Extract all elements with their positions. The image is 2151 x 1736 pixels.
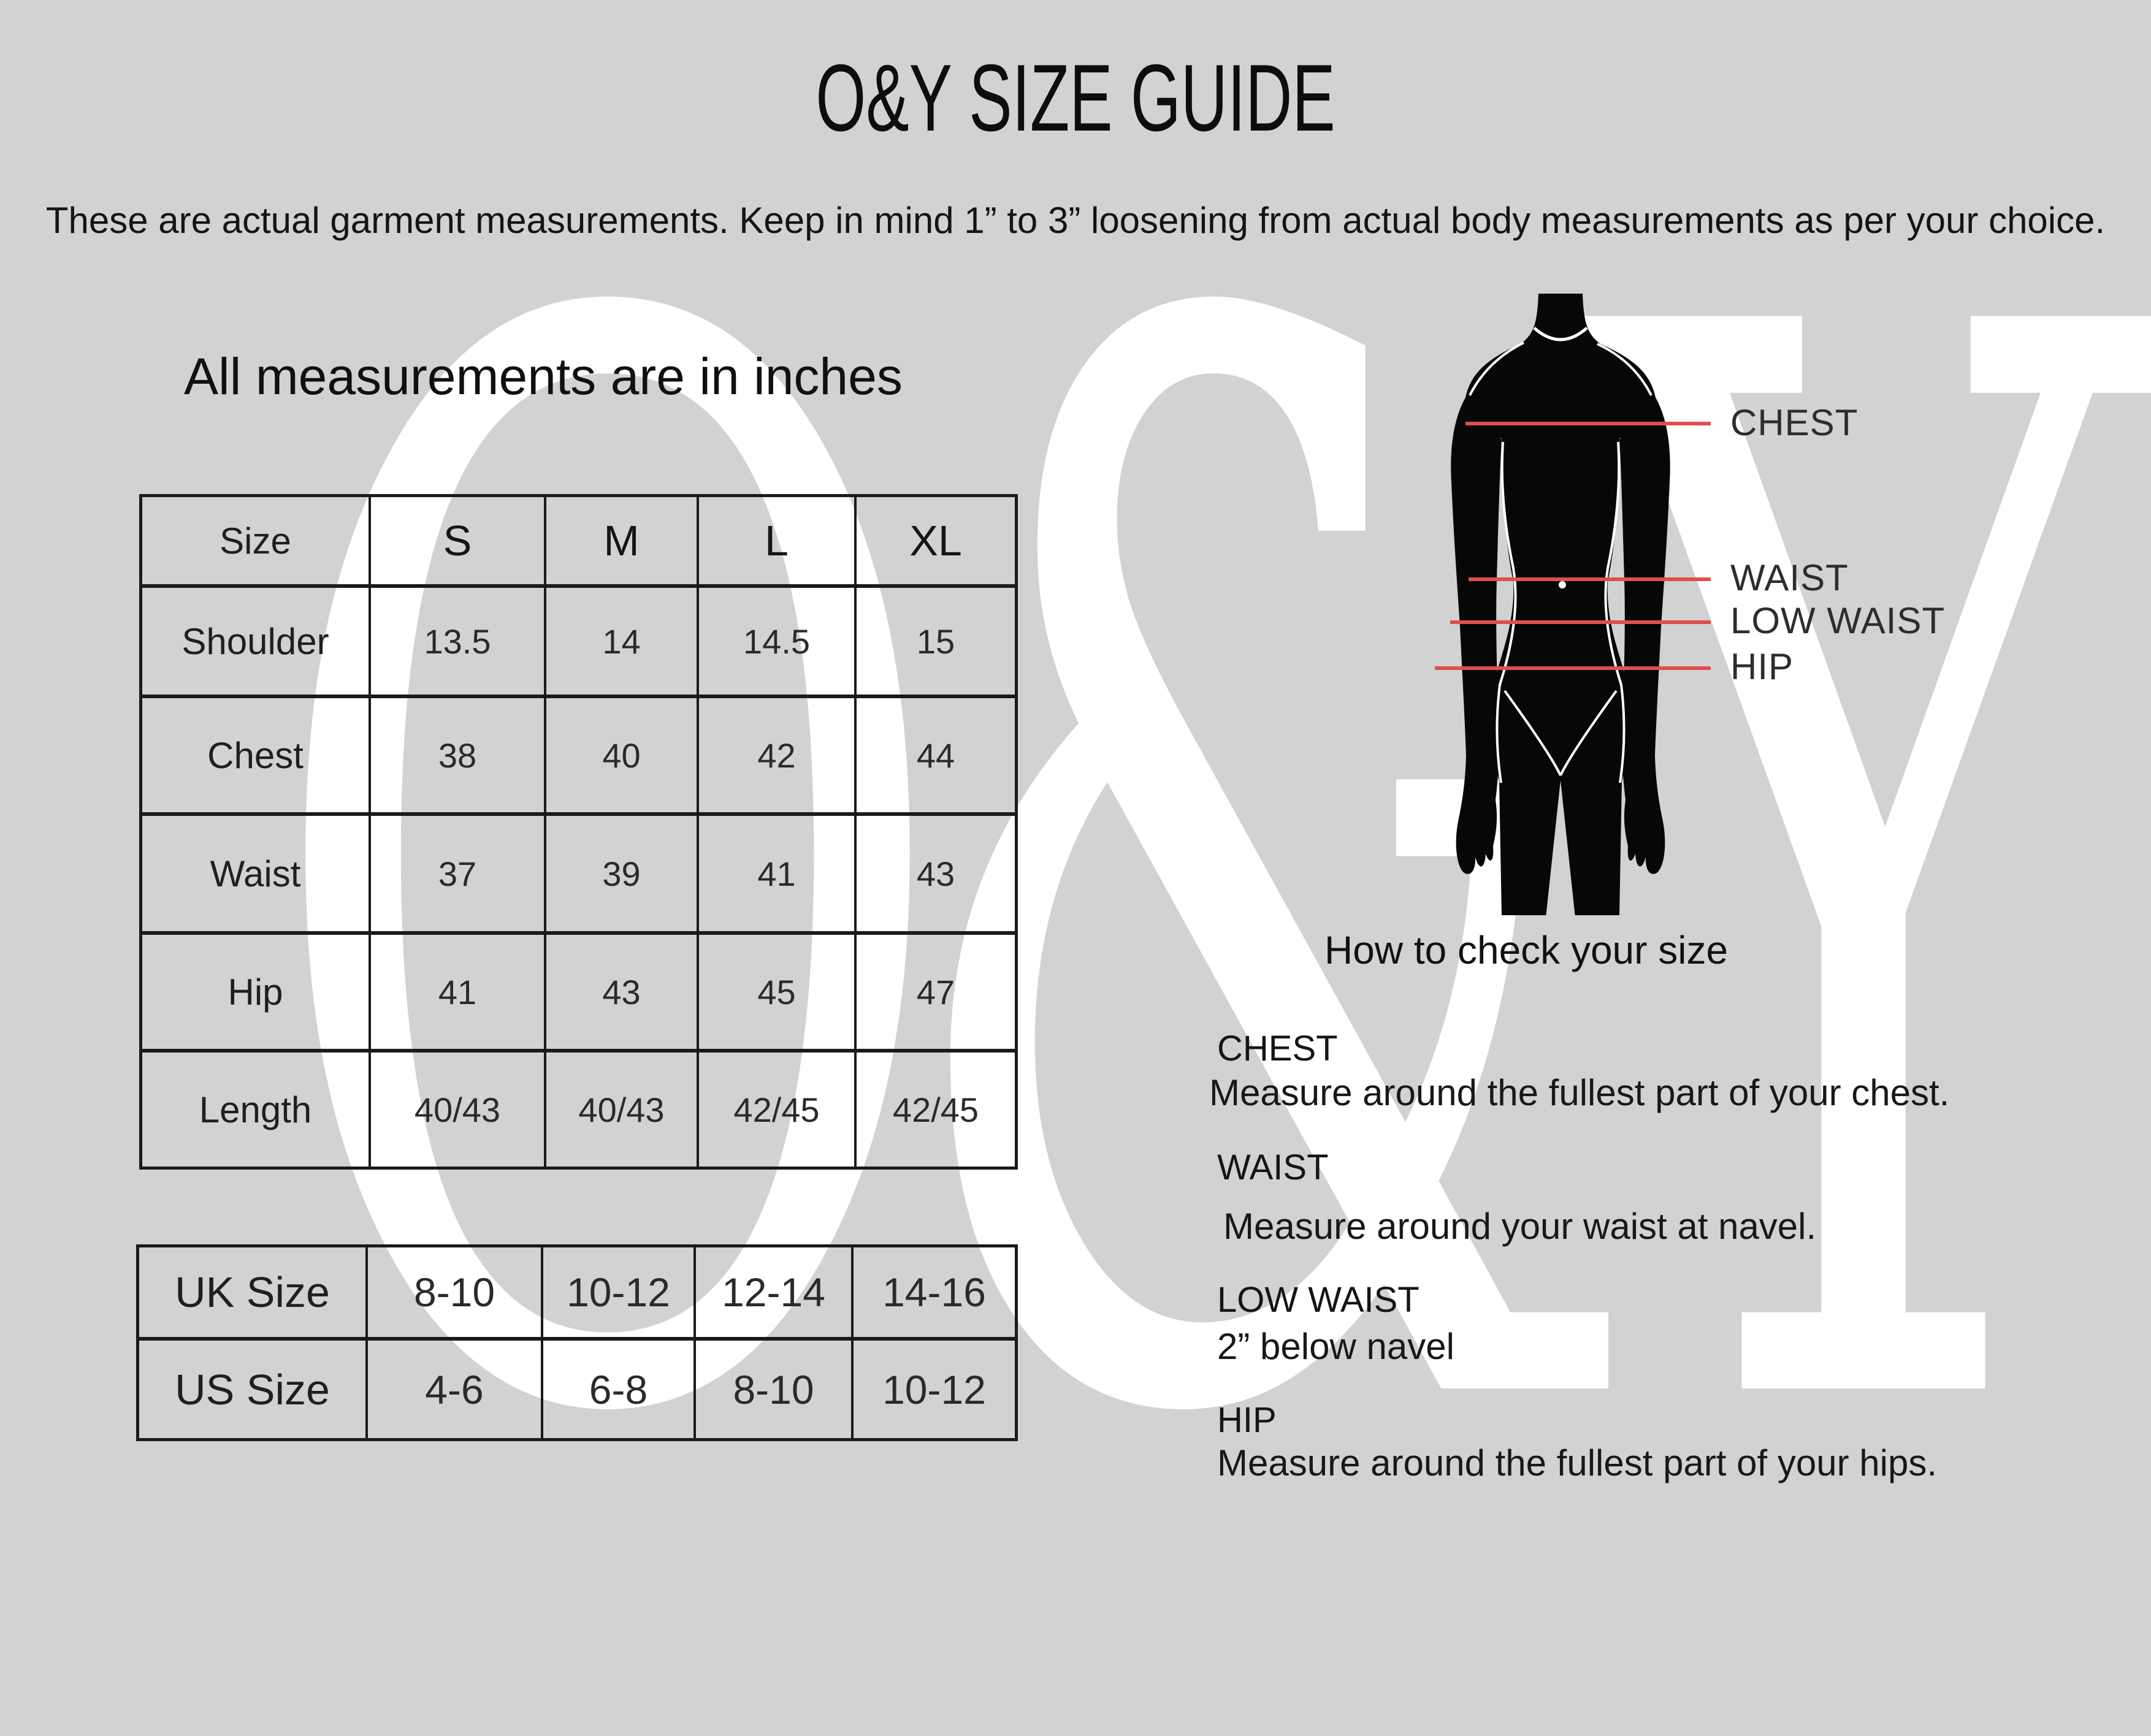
size-table-cell: 13.5 [371, 588, 546, 698]
conversion-cell: 10-12 [543, 1247, 696, 1341]
howto-waist-heading: WAIST [1217, 1148, 1329, 1187]
size-table-header-cell: S [371, 497, 546, 588]
brand-watermark: O&Y [258, 23, 2144, 1736]
figure-left-arm [1451, 395, 1502, 874]
conversion-cell: 8-10 [696, 1341, 854, 1438]
conversion-cell: 14-16 [854, 1247, 1015, 1341]
size-table-cell: 47 [857, 935, 1015, 1053]
size-table-row-label: Hip [142, 935, 371, 1053]
conversion-cell: 12-14 [696, 1247, 854, 1341]
size-table-row-label: Waist [142, 816, 371, 935]
howto-hip-heading: HIP [1217, 1400, 1277, 1440]
size-table-cell: 38 [371, 698, 546, 816]
conversion-cell: 6-8 [543, 1341, 696, 1438]
size-table-header-cell: Size [142, 497, 371, 588]
waist-label: WAIST [1730, 557, 1849, 598]
size-table-row-label: Length [142, 1053, 371, 1167]
conversion-cell: 10-12 [882, 1366, 986, 1412]
size-table-cell: 37 [371, 816, 546, 935]
panty-line-right [1559, 690, 1618, 776]
figure-right-arm [1619, 395, 1670, 874]
low-waist-label: LOW WAIST [1730, 600, 1946, 641]
leg-split [1546, 780, 1575, 918]
conversion-row-label: US Size [139, 1341, 368, 1438]
size-table-cell: 41 [371, 935, 546, 1053]
size-guide-page: { "title": "O&Y SIZE GUIDE", "subtitle":… [45, 45, 2144, 1615]
conversion-cell: 8-10 [368, 1247, 543, 1341]
size-table-row-label: Chest [142, 698, 371, 816]
chest-label: CHEST [1730, 402, 1859, 443]
navel-dot [1559, 581, 1566, 588]
right-side-seam [1604, 441, 1626, 783]
size-table-header-cell: L [699, 497, 857, 588]
size-table-cell: 41 [699, 816, 857, 935]
waist-measure-line [1469, 577, 1711, 581]
howto-title: How to check your size [1324, 928, 1729, 972]
page-title: O&Y SIZE GUIDE [816, 45, 1335, 151]
size-table-cell: 39 [546, 816, 699, 935]
left-side-seam [1496, 441, 1517, 783]
size-table-cell: 15 [857, 588, 1015, 698]
conversion-row-label: UK Size [139, 1247, 368, 1341]
collar-seam [1533, 327, 1588, 341]
howto-chest-heading: CHEST [1217, 1029, 1338, 1068]
size-table-cell: 42/45 [699, 1053, 857, 1167]
size-table-cell: 43 [546, 935, 699, 1053]
size-table-cell: 14.5 [699, 588, 857, 698]
howto-hip-text: Measure around the fullest part of your … [1217, 1442, 1937, 1483]
size-table-cell: 42/45 [892, 1090, 979, 1129]
howto-low-waist-text: 2” below navel [1217, 1326, 1454, 1367]
low-waist-measure-line [1450, 620, 1711, 624]
units-note: All measurements are in inches [184, 348, 903, 405]
size-table-cell: 43 [857, 816, 1015, 935]
size-table: Size S M L XL Shoulder 13.5 14 14.5 15 C… [139, 494, 1018, 1170]
size-table-header-cell: XL [857, 497, 1015, 588]
size-table-cell: 45 [699, 935, 857, 1053]
size-table-cell: 44 [857, 698, 1015, 816]
chest-measure-line [1465, 422, 1711, 425]
left-shoulder-seam [1469, 341, 1524, 396]
size-table-row-label: Shoulder [142, 588, 371, 698]
size-table-cell: 42 [699, 698, 857, 816]
conversion-cell: 4-6 [368, 1341, 543, 1438]
hip-measure-line [1435, 666, 1711, 670]
female-figure [1451, 294, 1670, 918]
size-table-header-cell: M [546, 497, 699, 588]
size-table-cell: 40/43 [371, 1053, 546, 1167]
figure-torso [1465, 294, 1656, 915]
subtitle-note: These are actual garment measurements. K… [45, 200, 2106, 241]
size-table-cell: 40 [546, 698, 699, 816]
conversion-table: UK Size 8-10 10-12 12-14 14-16 US Size 4… [136, 1244, 1018, 1441]
size-table-cell: 40/43 [546, 1053, 699, 1167]
right-shoulder-seam [1597, 343, 1652, 396]
panty-line-left [1503, 690, 1562, 776]
size-table-cell: 14 [546, 588, 699, 698]
howto-chest-text: Measure around the fullest part of your … [1209, 1072, 1950, 1113]
howto-waist-text: Measure around your waist at navel. [1223, 1206, 1817, 1247]
howto-low-waist-heading: LOW WAIST [1217, 1280, 1419, 1320]
hip-label: HIP [1730, 646, 1794, 687]
